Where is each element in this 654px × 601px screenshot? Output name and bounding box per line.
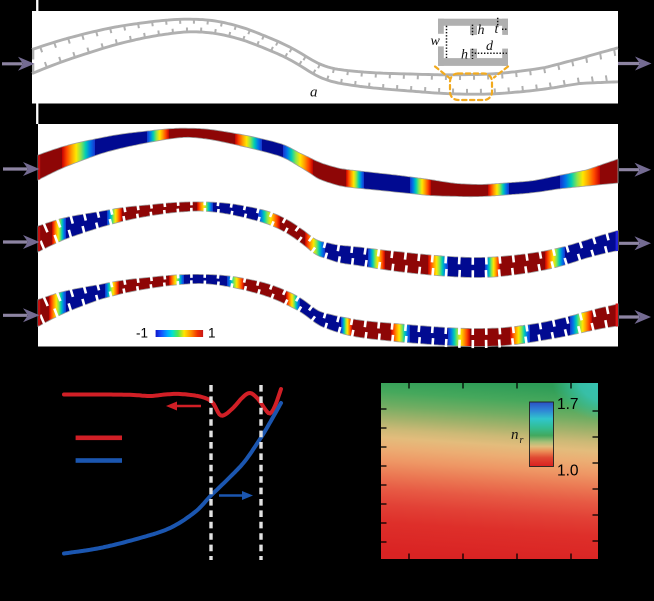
svg-text:t: t (495, 22, 500, 37)
svg-text:n: n (511, 427, 519, 443)
svg-text:r: r (520, 435, 524, 446)
svg-text:h: h (461, 48, 468, 63)
svg-text:1: 1 (208, 326, 216, 341)
svg-text:h: h (478, 23, 485, 38)
svg-text:w: w (431, 34, 441, 49)
svg-text:1.7: 1.7 (557, 396, 579, 413)
svg-text:1.0: 1.0 (557, 463, 579, 480)
svg-text:d: d (486, 39, 494, 54)
svg-text:a: a (310, 85, 318, 101)
svg-text:-1: -1 (136, 326, 148, 341)
